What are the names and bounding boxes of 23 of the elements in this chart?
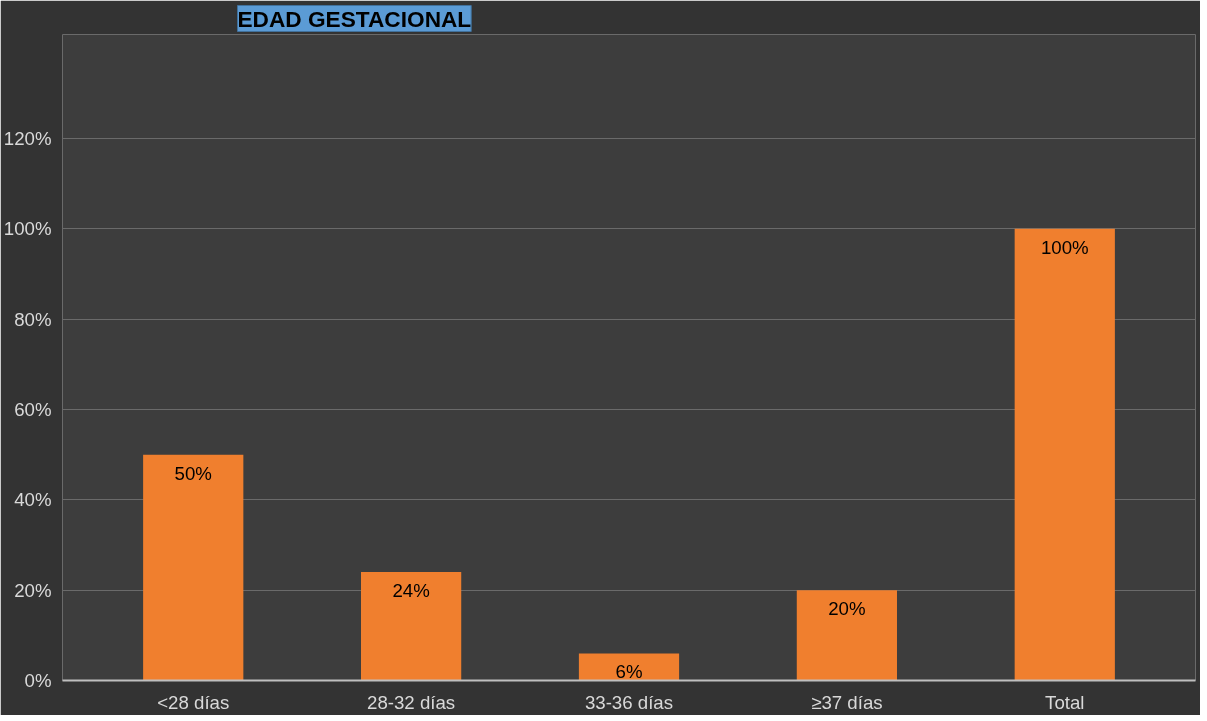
chart-title: EDAD GESTACIONAL <box>237 5 472 32</box>
x-tick-label: 28-32 días <box>367 691 456 713</box>
data-label: 100% <box>1040 236 1089 258</box>
data-label: 24% <box>392 580 430 602</box>
data-label: 20% <box>828 598 866 620</box>
y-tick-label: 60% <box>14 398 52 420</box>
bar <box>578 653 680 681</box>
bar <box>1014 228 1115 681</box>
y-tick-label: 100% <box>3 218 52 240</box>
y-tick-label: 80% <box>14 308 52 330</box>
y-tick-label: 0% <box>24 670 52 691</box>
bar <box>361 572 462 681</box>
x-tick-label: ≥37 días <box>811 691 883 713</box>
y-tick-label: 40% <box>14 489 52 511</box>
data-label: 50% <box>174 462 212 484</box>
x-tick-label: 33-36 días <box>584 691 674 713</box>
x-tick-label: <28 días <box>157 691 230 713</box>
bar <box>143 454 244 681</box>
x-tick-label: Total <box>1045 691 1085 713</box>
bar <box>796 590 897 681</box>
y-tick-label: 120% <box>3 127 52 149</box>
data-label: 6% <box>615 661 643 683</box>
y-tick-label: 20% <box>14 579 52 601</box>
